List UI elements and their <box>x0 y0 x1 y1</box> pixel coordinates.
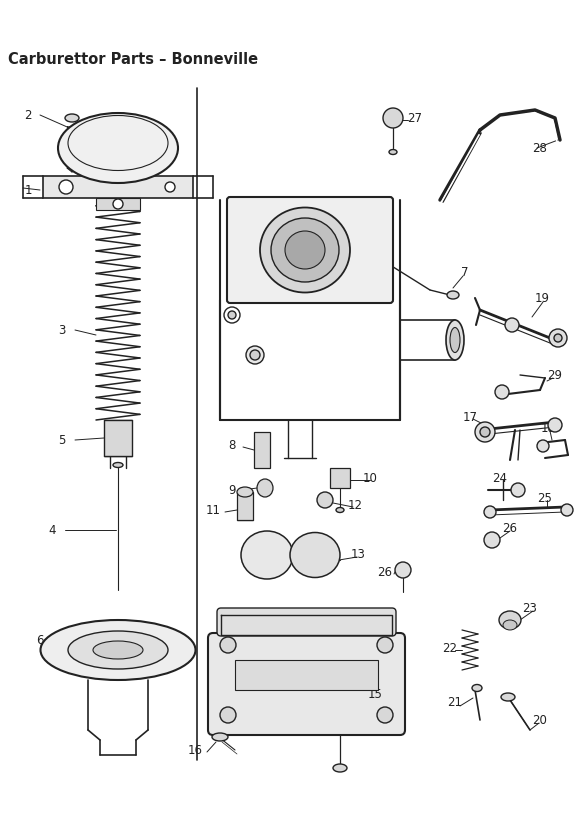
Text: 11: 11 <box>205 503 220 517</box>
Text: 20: 20 <box>532 714 547 727</box>
Circle shape <box>250 350 260 360</box>
Text: 26: 26 <box>503 522 518 535</box>
Text: Carburettor Parts – Bonneville: Carburettor Parts – Bonneville <box>8 52 258 67</box>
Text: 1: 1 <box>24 184 31 196</box>
Ellipse shape <box>58 113 178 183</box>
Ellipse shape <box>257 479 273 497</box>
Ellipse shape <box>68 631 168 669</box>
Ellipse shape <box>389 149 397 155</box>
Ellipse shape <box>501 693 515 701</box>
Circle shape <box>383 108 403 128</box>
Circle shape <box>495 385 509 399</box>
Text: 4: 4 <box>48 523 56 536</box>
Ellipse shape <box>333 764 347 772</box>
Bar <box>237 492 253 520</box>
Ellipse shape <box>503 620 517 630</box>
Text: 5: 5 <box>58 433 66 447</box>
Circle shape <box>228 311 236 319</box>
Circle shape <box>549 329 567 347</box>
Text: 2: 2 <box>24 109 31 121</box>
Circle shape <box>317 492 333 508</box>
Text: 24: 24 <box>493 471 507 485</box>
Text: 16: 16 <box>188 743 202 756</box>
Bar <box>104 420 132 456</box>
Text: 3: 3 <box>58 324 66 336</box>
Bar <box>43 176 193 198</box>
Circle shape <box>220 637 236 653</box>
Text: 25: 25 <box>538 491 553 504</box>
Text: 15: 15 <box>367 689 382 701</box>
Ellipse shape <box>447 291 459 299</box>
Text: 9: 9 <box>229 484 236 497</box>
Text: 8: 8 <box>229 438 236 452</box>
Circle shape <box>484 532 500 548</box>
Text: 21: 21 <box>448 696 462 709</box>
Circle shape <box>377 637 393 653</box>
Text: 6: 6 <box>36 634 44 647</box>
Circle shape <box>165 182 175 192</box>
Text: 13: 13 <box>350 549 366 561</box>
Text: 12: 12 <box>347 499 363 512</box>
Ellipse shape <box>93 641 143 659</box>
Text: 18: 18 <box>540 422 556 434</box>
Ellipse shape <box>336 508 344 513</box>
Ellipse shape <box>290 532 340 578</box>
Text: 23: 23 <box>522 602 538 615</box>
Circle shape <box>113 199 123 209</box>
Ellipse shape <box>484 506 496 518</box>
Ellipse shape <box>241 531 293 579</box>
Text: 17: 17 <box>462 410 477 424</box>
Ellipse shape <box>212 733 228 741</box>
Circle shape <box>537 440 549 452</box>
Circle shape <box>511 483 525 497</box>
Text: 22: 22 <box>442 642 458 654</box>
Circle shape <box>475 422 495 442</box>
Text: 10: 10 <box>363 471 377 485</box>
Ellipse shape <box>113 462 123 467</box>
Ellipse shape <box>271 218 339 282</box>
Bar <box>235 660 378 690</box>
Text: 14: 14 <box>364 607 380 620</box>
Text: 28: 28 <box>532 142 547 155</box>
Ellipse shape <box>450 327 460 353</box>
Circle shape <box>246 346 264 364</box>
Ellipse shape <box>446 320 464 360</box>
Bar <box>330 468 350 488</box>
Ellipse shape <box>237 487 253 497</box>
Text: 7: 7 <box>461 266 469 279</box>
Ellipse shape <box>472 685 482 691</box>
FancyBboxPatch shape <box>208 633 405 735</box>
Circle shape <box>554 334 562 342</box>
Circle shape <box>220 707 236 723</box>
Ellipse shape <box>40 620 195 680</box>
Ellipse shape <box>260 208 350 293</box>
Text: 29: 29 <box>547 368 563 382</box>
Ellipse shape <box>65 114 79 122</box>
Bar <box>254 432 270 468</box>
Bar <box>96 198 140 210</box>
FancyBboxPatch shape <box>217 608 396 636</box>
Text: 27: 27 <box>408 111 423 124</box>
Ellipse shape <box>561 504 573 516</box>
Circle shape <box>377 707 393 723</box>
Text: 19: 19 <box>535 292 550 305</box>
Circle shape <box>505 318 519 332</box>
Ellipse shape <box>499 611 521 629</box>
Circle shape <box>59 180 73 194</box>
Circle shape <box>224 307 240 323</box>
FancyBboxPatch shape <box>227 197 393 303</box>
Circle shape <box>395 562 411 578</box>
Text: 26: 26 <box>378 565 392 578</box>
Circle shape <box>480 427 490 437</box>
Circle shape <box>548 418 562 432</box>
Ellipse shape <box>285 231 325 269</box>
